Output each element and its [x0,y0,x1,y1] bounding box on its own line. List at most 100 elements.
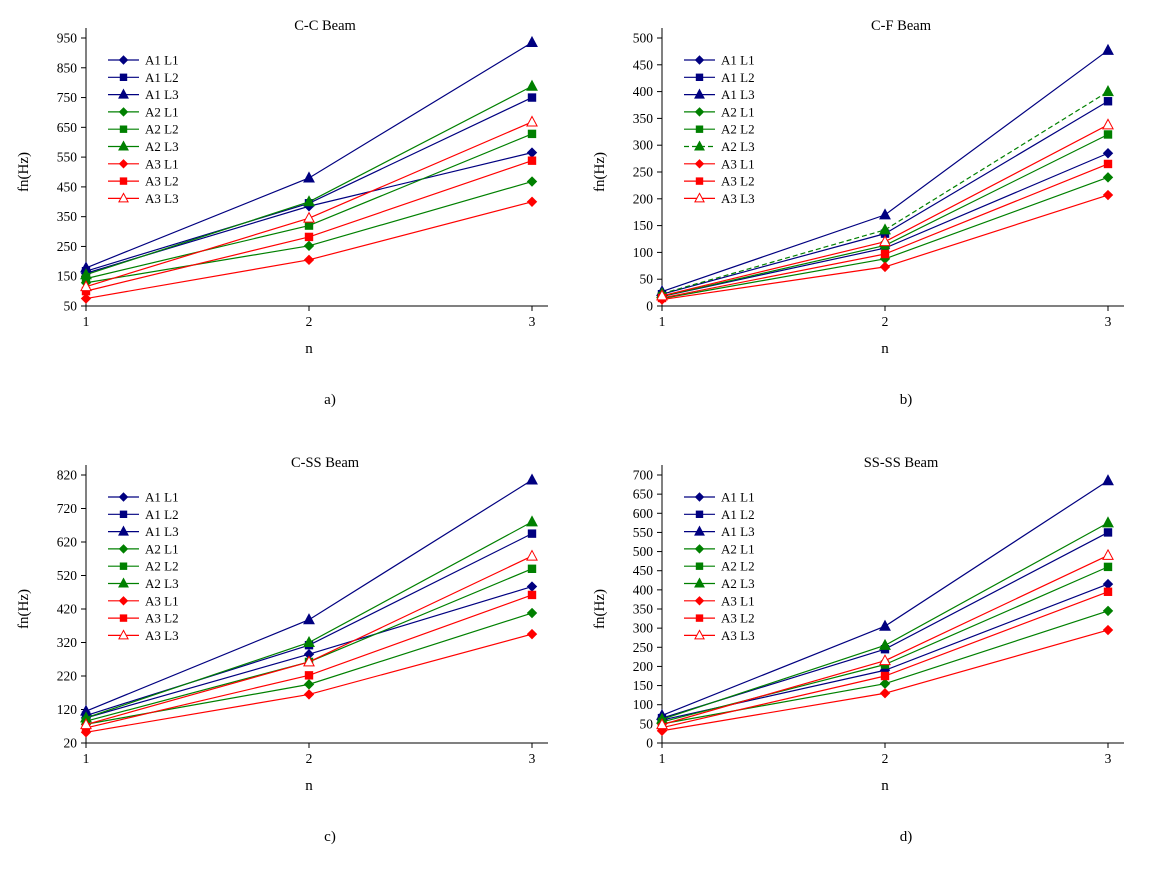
x-tick-label: 3 [1105,314,1112,329]
legend-label: A1 L1 [721,490,755,505]
square-marker-icon [304,232,314,242]
triangle-marker-icon [118,88,129,99]
legend-label: A2 L1 [145,104,179,119]
x-tick-label: 3 [529,751,536,766]
y-tick-label: 550 [57,150,78,165]
diamond-marker-icon [526,176,538,187]
legend-item-a2-l3: A2 L3 [684,139,755,154]
y-axis-label: fn(Hz) [592,589,608,629]
y-tick-label: 820 [57,468,78,483]
triangle-marker-icon [879,654,891,666]
triangle-marker-icon [526,549,538,561]
y-tick-label: 0 [646,736,653,751]
chart-title: C-SS Beam [291,455,360,471]
legend-label: A3 L2 [145,611,179,626]
y-tick-label: 720 [57,501,78,516]
triangle-marker-icon [879,638,891,650]
square-marker-icon [304,221,314,230]
triangle-marker-icon [656,718,668,730]
diamond-marker-icon [526,628,538,640]
legend-label: A3 L2 [721,611,755,626]
legend-item-a1-l2: A1 L2 [684,70,755,85]
x-tick-label: 1 [659,751,666,766]
legend: A1 L1 A1 L2 A1 L3 A2 L1 A2 L2 A2 L3 A3 L1 A3 L2… [108,490,179,643]
triangle-marker-icon [694,192,705,203]
legend-item-a1-l3: A1 L3 [108,87,179,102]
y-tick-label: 150 [633,218,654,233]
y-tick-label: 250 [57,239,78,254]
triangle-marker-icon [303,613,315,625]
legend-label: A1 L2 [721,70,755,85]
triangle-marker-icon [879,235,891,247]
legend-item-a1-l1: A1 L1 [108,490,179,505]
series-a2-l3 [656,516,1114,724]
square-marker-icon [527,93,537,102]
square-marker-icon [1103,587,1113,596]
triangle-marker-icon [1102,85,1114,97]
y-tick-label: 20 [64,736,78,751]
y-tick-label: 950 [57,31,78,46]
square-marker-icon [1103,528,1113,537]
y-tick-label: 620 [57,535,78,550]
chart-panel-d: 0 50 100 150 200 250 300 350 400 450 500 550 600 650 7… [576,437,1152,875]
diamond-marker-icon [118,492,129,502]
axes [657,28,1124,311]
triangle-marker-icon [526,35,538,47]
legend-label: A2 L3 [145,576,179,591]
y-axis-label: fn(Hz) [16,589,32,629]
triangle-marker-icon [80,268,92,280]
y-tick-label: 50 [64,299,78,314]
square-marker-icon [527,156,537,165]
y-tick-label: 250 [633,165,654,180]
y-tick-label: 350 [633,111,654,126]
x-tick-label: 2 [306,751,313,766]
diamond-marker-icon [526,196,538,207]
triangle-marker-icon [879,208,891,220]
legend-item-a3-l3: A3 L3 [684,628,755,643]
legend-label: A1 L3 [721,524,755,539]
triangle-marker-icon [1102,43,1114,55]
diamond-marker-icon [1102,578,1114,590]
diamond-marker-icon [526,607,538,619]
x-tick-label: 2 [306,314,313,329]
legend-label: A1 L3 [721,87,755,102]
diamond-marker-icon [303,679,315,690]
diamond-marker-icon [694,107,705,117]
legend-label: A2 L2 [721,559,755,574]
legend-item-a1-l2: A1 L2 [108,70,179,85]
y-tick-label: 550 [633,525,654,540]
diamond-marker-icon [526,147,538,158]
square-marker-icon [119,510,128,518]
triangle-marker-icon [118,577,129,588]
axes [657,465,1124,748]
diamond-marker-icon [1102,148,1114,159]
diamond-marker-icon [118,159,129,169]
y-tick-label: 200 [633,191,654,206]
triangle-marker-icon [656,289,668,301]
diamond-marker-icon [1102,172,1114,183]
y-tick-label: 120 [57,702,78,717]
chart-c-canvas: 20 120 220 320 420 520 620 720 820 1 2 3 n fn(Hz) C-SS… [16,455,548,794]
diamond-marker-icon [694,55,705,65]
series-a2-l3 [80,515,538,723]
triangle-marker-icon [1102,516,1114,528]
legend-label: A1 L2 [721,507,755,522]
x-tick-label: 3 [529,314,536,329]
diamond-marker-icon [303,689,315,700]
legend-item-a1-l3: A1 L3 [684,87,755,102]
y-axis-label: fn(Hz) [592,152,608,192]
diamond-marker-icon [80,293,92,304]
legend-label: A1 L3 [145,524,179,539]
series-a3-l3 [656,118,1114,301]
triangle-marker-icon [303,211,315,223]
legend-item-a3-l2: A3 L2 [108,611,179,626]
y-tick-label: 150 [633,678,654,693]
legend-item-a1-l1: A1 L1 [684,53,755,68]
triangle-marker-icon [303,195,315,207]
x-tick-label: 2 [882,314,889,329]
triangle-marker-icon [303,655,315,667]
chart-panel-a: 50 150 250 350 450 550 650 750 850 950 1 2 3 n fn(Hz) C… [0,0,576,437]
legend-label: A2 L2 [145,559,179,574]
legend-label: A3 L3 [721,628,755,643]
series-a3-l3 [80,115,538,292]
